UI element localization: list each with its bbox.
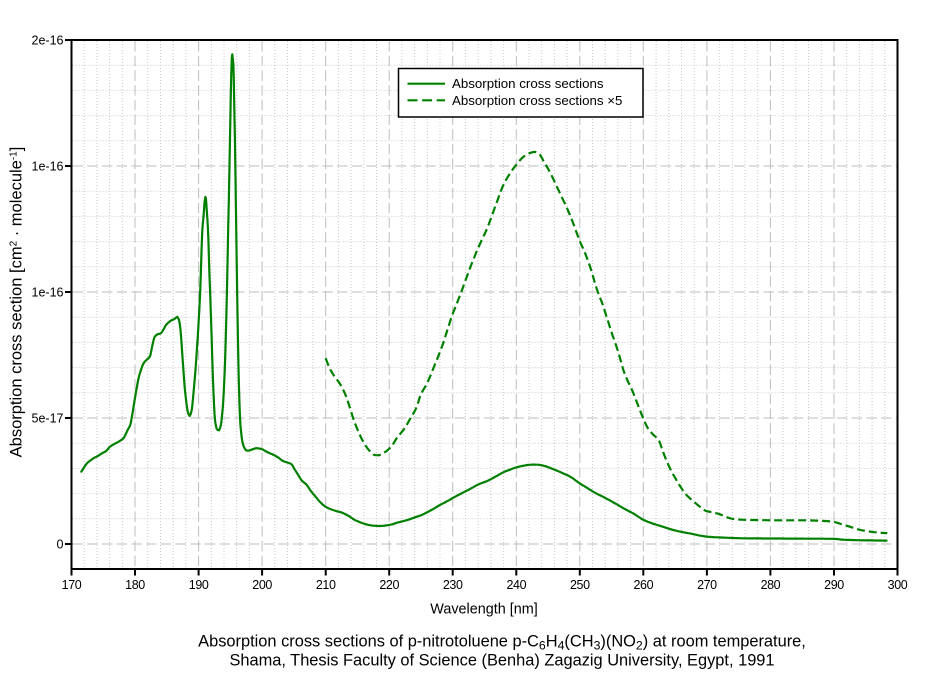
svg-text:210: 210 <box>316 578 336 592</box>
svg-text:1e-16: 1e-16 <box>32 159 64 173</box>
svg-text:240: 240 <box>506 578 526 592</box>
svg-text:220: 220 <box>379 578 399 592</box>
svg-text:270: 270 <box>697 578 717 592</box>
svg-text:2e-16: 2e-16 <box>32 33 64 47</box>
svg-text:Absorption cross sections of p: Absorption cross sections of p-nitrotolu… <box>198 633 806 653</box>
svg-text:Absorption cross section [cm2: Absorption cross section [cm2 · molecule… <box>8 147 26 458</box>
svg-text:230: 230 <box>443 578 463 592</box>
svg-text:Shama, Thesis Faculty of Scien: Shama, Thesis Faculty of Science (Benha)… <box>229 652 774 670</box>
svg-text:0: 0 <box>57 537 64 551</box>
svg-text:1e-16: 1e-16 <box>32 285 64 299</box>
svg-text:Wavelength [nm]: Wavelength [nm] <box>430 602 537 618</box>
svg-text:300: 300 <box>888 578 908 592</box>
svg-text:Absorption cross sections ×5: Absorption cross sections ×5 <box>452 93 622 108</box>
svg-text:Absorption cross sections: Absorption cross sections <box>452 76 604 91</box>
svg-text:5e-17: 5e-17 <box>32 411 64 425</box>
svg-text:190: 190 <box>189 578 209 592</box>
svg-text:280: 280 <box>761 578 781 592</box>
svg-text:290: 290 <box>824 578 844 592</box>
svg-text:250: 250 <box>570 578 590 592</box>
svg-text:170: 170 <box>62 578 82 592</box>
svg-text:260: 260 <box>633 578 653 592</box>
svg-text:180: 180 <box>125 578 145 592</box>
svg-text:200: 200 <box>252 578 272 592</box>
